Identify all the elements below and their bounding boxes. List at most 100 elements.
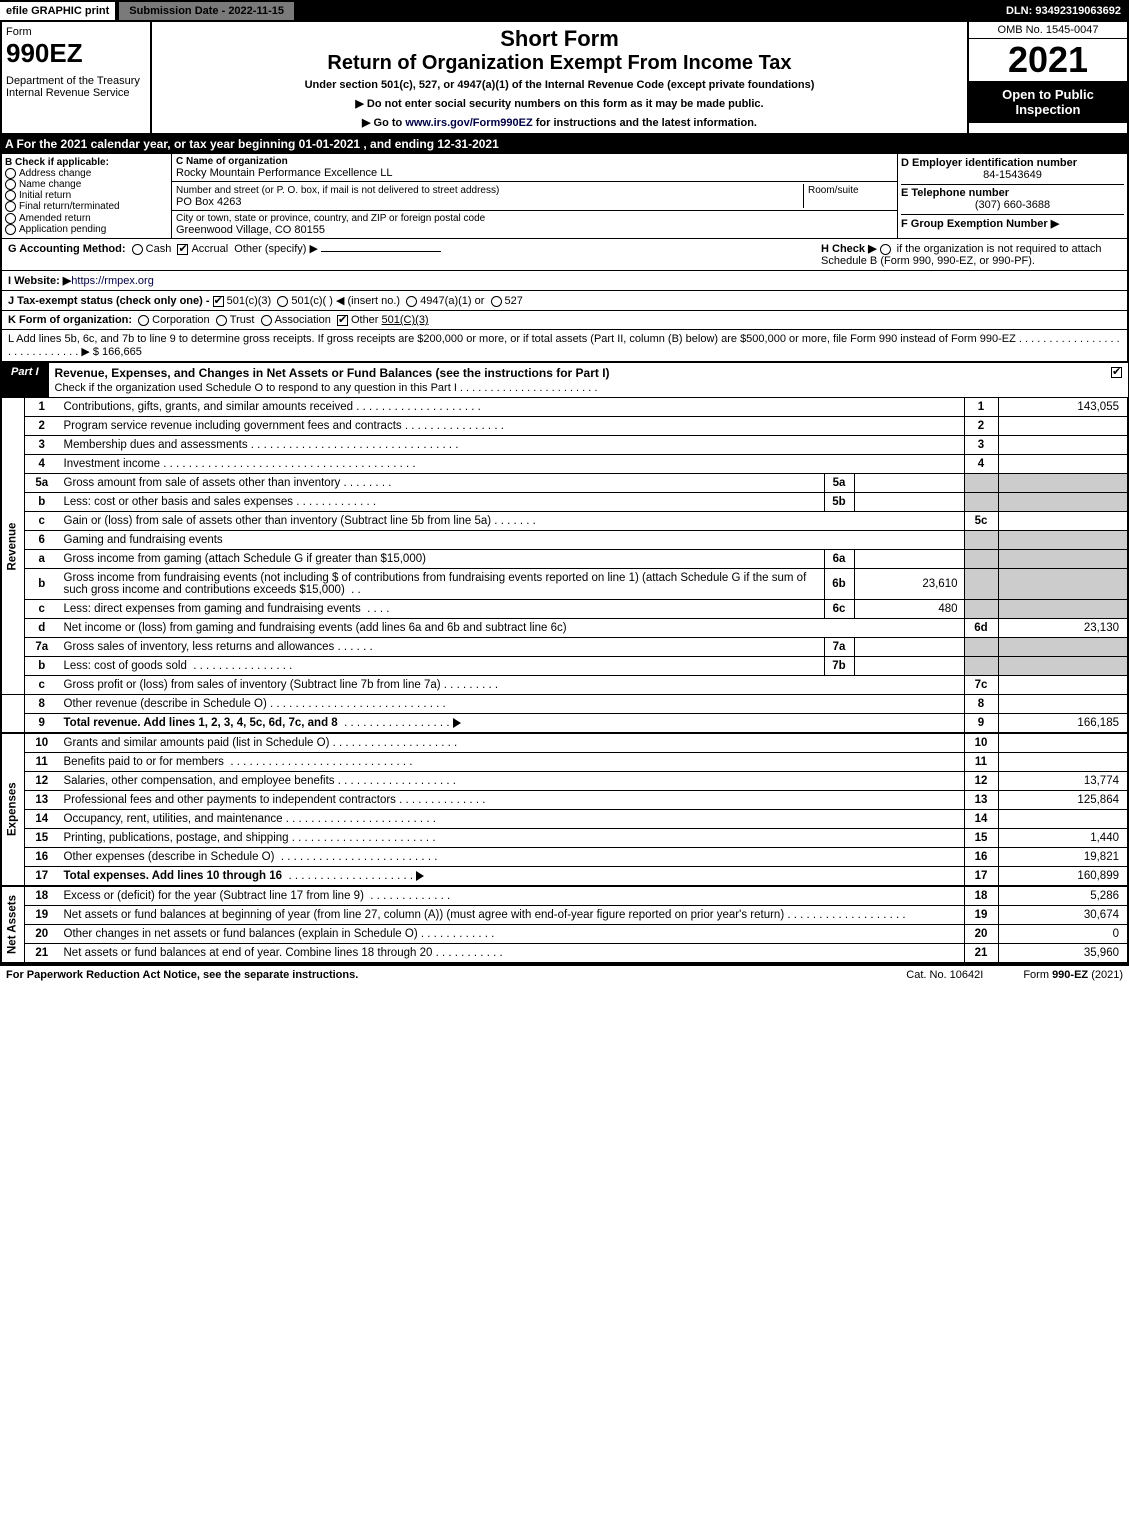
line-10-amt (998, 733, 1128, 753)
part-1-title-text: Revenue, Expenses, and Changes in Net As… (55, 366, 610, 380)
line-5a-col-gray (964, 474, 998, 493)
ein-value: 84-1543649 (901, 169, 1124, 181)
line-3-num: 3 (25, 436, 59, 455)
line-5b-subcol: 5b (824, 493, 854, 512)
line-2-amt (998, 417, 1128, 436)
opt-other-org: Other (351, 314, 379, 326)
line-5c-num: c (25, 512, 59, 531)
line-20-col: 20 (964, 925, 998, 944)
line-15-text: Printing, publications, postage, and shi… (64, 832, 289, 844)
chk-cash[interactable] (132, 244, 143, 255)
ein-label: D Employer identification number (901, 157, 1124, 169)
chk-corp[interactable] (138, 315, 149, 326)
line-18-text: Excess or (deficit) for the year (Subtra… (64, 890, 364, 902)
chk-501c[interactable] (277, 296, 288, 307)
line-7a-amt-gray (998, 638, 1128, 657)
chk-other-org[interactable]: ✔ (337, 315, 348, 326)
line-7b-subcol: 7b (824, 657, 854, 676)
chk-501c3[interactable]: ✔ (213, 296, 224, 307)
c-street-label: Number and street (or P. O. box, if mail… (176, 185, 499, 196)
chk-application-pending[interactable] (5, 224, 16, 235)
line-5b-col-gray (964, 493, 998, 512)
part-1-label: Part I (1, 363, 49, 397)
row-i-website: I Website: ▶https://rmpex.org (0, 271, 1129, 291)
line-7b-amt-gray (998, 657, 1128, 676)
line-3-amt (998, 436, 1128, 455)
h-label: H Check ▶ (821, 243, 877, 255)
line-17-num: 17 (25, 867, 59, 887)
chk-final-return[interactable] (5, 201, 16, 212)
line-1-num: 1 (25, 398, 59, 417)
line-5b-text: Less: cost or other basis and sales expe… (64, 496, 294, 508)
other-org-value: 501(C)(3) (382, 314, 429, 326)
chk-accrual[interactable]: ✔ (177, 244, 188, 255)
arrow-icon (416, 871, 424, 881)
line-19-text: Net assets or fund balances at beginning… (64, 909, 785, 921)
line-10-col: 10 (964, 733, 998, 753)
top-bar: efile GRAPHIC print Submission Date - 20… (0, 0, 1129, 22)
chk-amended-return[interactable] (5, 213, 16, 224)
line-7c-col: 7c (964, 676, 998, 695)
line-6c-col-gray (964, 600, 998, 619)
line-8-num: 8 (25, 695, 59, 714)
line-7b-col-gray (964, 657, 998, 676)
line-6d-amt: 23,130 (998, 619, 1128, 638)
i-label: I Website: ▶ (8, 275, 71, 287)
line-21-amt: 35,960 (998, 944, 1128, 964)
short-form-title: Short Form (156, 26, 963, 52)
line-2-col: 2 (964, 417, 998, 436)
line-6c-subcol: 6c (824, 600, 854, 619)
inst2-pre: ▶ Go to (362, 117, 405, 129)
line-13-num: 13 (25, 791, 59, 810)
line-16-num: 16 (25, 848, 59, 867)
col-c-org-info: C Name of organization Rocky Mountain Pe… (172, 154, 897, 238)
opt-address-change: Address change (19, 168, 91, 179)
line-1-col: 1 (964, 398, 998, 417)
form-label: Form (6, 26, 146, 38)
chk-527[interactable] (491, 296, 502, 307)
line-7a-subamt (854, 638, 964, 657)
website-link[interactable]: https://rmpex.org (71, 275, 154, 287)
line-7b-subamt (854, 657, 964, 676)
line-6-col-gray (964, 531, 998, 550)
chk-trust[interactable] (216, 315, 227, 326)
line-2-num: 2 (25, 417, 59, 436)
chk-schedule-o[interactable]: ✔ (1111, 367, 1122, 378)
chk-4947[interactable] (406, 296, 417, 307)
opt-527: 527 (505, 295, 523, 307)
room-label: Room/suite (808, 185, 859, 196)
header-left: Form 990EZ Department of the Treasury In… (2, 22, 152, 133)
line-13-amt: 125,864 (998, 791, 1128, 810)
opt-amended-return: Amended return (19, 213, 91, 224)
chk-name-change[interactable] (5, 179, 16, 190)
line-14-amt (998, 810, 1128, 829)
opt-other-method: Other (specify) ▶ (234, 243, 318, 255)
part-1-subtitle: Check if the organization used Schedule … (55, 382, 598, 394)
line-5c-amt (998, 512, 1128, 531)
line-3-text: Membership dues and assessments (64, 439, 248, 451)
form-number: 990EZ (6, 38, 146, 69)
chk-assoc[interactable] (261, 315, 272, 326)
line-18-num: 18 (25, 886, 59, 906)
line-4-num: 4 (25, 455, 59, 474)
line-5c-text: Gain or (loss) from sale of assets other… (64, 515, 492, 527)
footer-form-pre: Form (1023, 969, 1052, 981)
chk-initial-return[interactable] (5, 190, 16, 201)
side-net-assets: Net Assets (1, 886, 25, 963)
line-17-col: 17 (964, 867, 998, 887)
k-label: K Form of organization: (8, 314, 132, 326)
irs-link[interactable]: www.irs.gov/Form990EZ (405, 117, 532, 129)
chk-address-change[interactable] (5, 168, 16, 179)
opt-application-pending: Application pending (19, 224, 106, 235)
j-label: J Tax-exempt status (check only one) - (8, 295, 210, 307)
line-5a-text: Gross amount from sale of assets other t… (64, 477, 341, 489)
phone-value: (307) 660-3688 (901, 199, 1124, 211)
main-title: Return of Organization Exempt From Incom… (156, 52, 963, 75)
department-label: Department of the Treasury Internal Reve… (6, 75, 146, 99)
line-6a-num: a (25, 550, 59, 569)
chk-sched-b[interactable] (880, 244, 891, 255)
opt-4947: 4947(a)(1) or (420, 295, 484, 307)
line-5a-subamt (854, 474, 964, 493)
line-5c-col: 5c (964, 512, 998, 531)
line-17-amt: 160,899 (998, 867, 1128, 887)
